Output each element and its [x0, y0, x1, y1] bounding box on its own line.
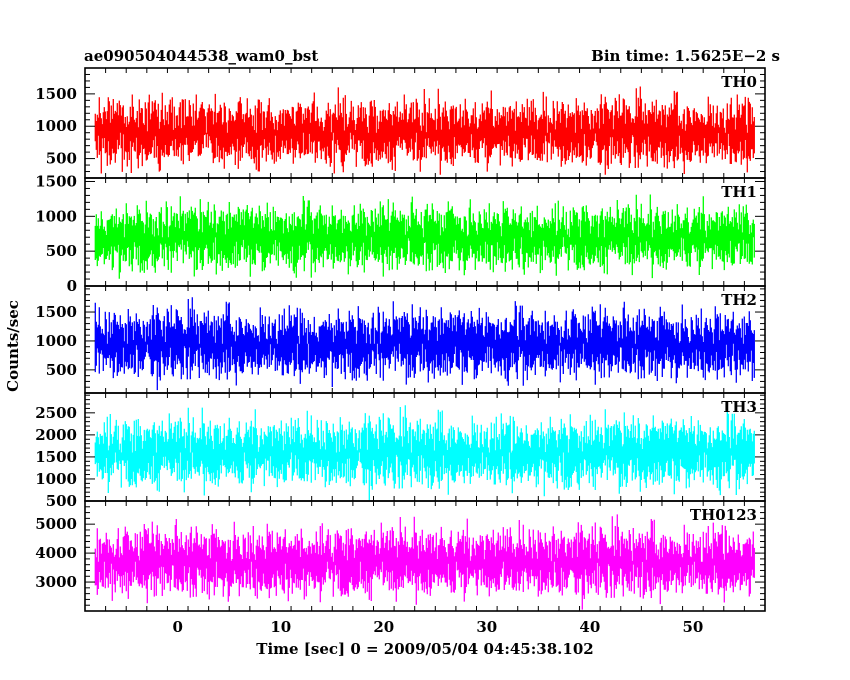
y-tick-label: 5000	[35, 515, 77, 533]
x-tick-label: 20	[373, 618, 394, 636]
x-tick-label: 10	[270, 618, 291, 636]
panels-group: 500 1000 1500 TH0 0 500 1000 1500 TH1 500 1000 1500…	[35, 67, 766, 612]
y-tick-label: 1000	[35, 470, 77, 488]
panel-label-th0123: TH0123	[690, 506, 757, 524]
y-axis-label: Counts/sec	[4, 300, 22, 392]
chart-title-right: Bin time: 1.5625E−2 s	[591, 47, 780, 65]
y-tick-label: 500	[46, 150, 77, 168]
x-axis-label: Time [sec] 0 = 2009/05/04 04:45:38.102	[256, 640, 593, 658]
y-tick-label: 1000	[35, 332, 77, 350]
series-th3-line	[94, 405, 755, 501]
panel-th0123: 3000 4000 5000 TH0123	[35, 500, 766, 612]
panel-label-th2: TH2	[721, 291, 757, 309]
panel-th1: 0 500 1000 1500 TH1	[35, 172, 766, 295]
x-tick-label: 30	[476, 618, 497, 636]
x-tick-label: 50	[682, 618, 703, 636]
y-tick-label: 0	[67, 277, 77, 295]
series-th2-line	[94, 297, 755, 391]
y-tick-label: 1500	[35, 85, 77, 103]
y-tick-label: 500	[46, 361, 77, 379]
series-th0123-line	[94, 514, 755, 610]
x-tick-label: 0	[173, 618, 183, 636]
series-th1-line	[94, 194, 755, 279]
y-tick-label: 1000	[35, 117, 77, 135]
y-tick-label: 3000	[35, 573, 77, 591]
panel-frame	[84, 500, 766, 612]
panel-label-th1: TH1	[721, 183, 757, 201]
panel-label-th3: TH3	[721, 398, 757, 416]
x-axis: 0 10 20 30 40 50	[173, 618, 704, 636]
y-tick-label: 500	[46, 242, 77, 260]
y-tick-label: 2500	[35, 404, 77, 422]
panel-label-th0: TH0	[721, 73, 757, 91]
y-tick-label: 4000	[35, 544, 77, 562]
y-tick-label: 1500	[35, 172, 77, 190]
y-tick-label: 500	[46, 492, 77, 510]
panel-th2: 500 1000 1500 TH2	[35, 285, 766, 394]
y-tick-label: 2000	[35, 426, 77, 444]
y-tick-label: 1500	[35, 448, 77, 466]
y-tick-label: 1000	[35, 207, 77, 225]
panel-th0: 500 1000 1500 TH0	[35, 67, 766, 179]
chart-title-left: ae090504044538_wam0_bst	[84, 47, 318, 65]
series-th0-line	[94, 86, 755, 175]
x-tick-label: 40	[579, 618, 600, 636]
y-tick-label: 1500	[35, 303, 77, 321]
panel-th3: 500 1000 1500 2000 2500 TH3	[35, 392, 766, 510]
